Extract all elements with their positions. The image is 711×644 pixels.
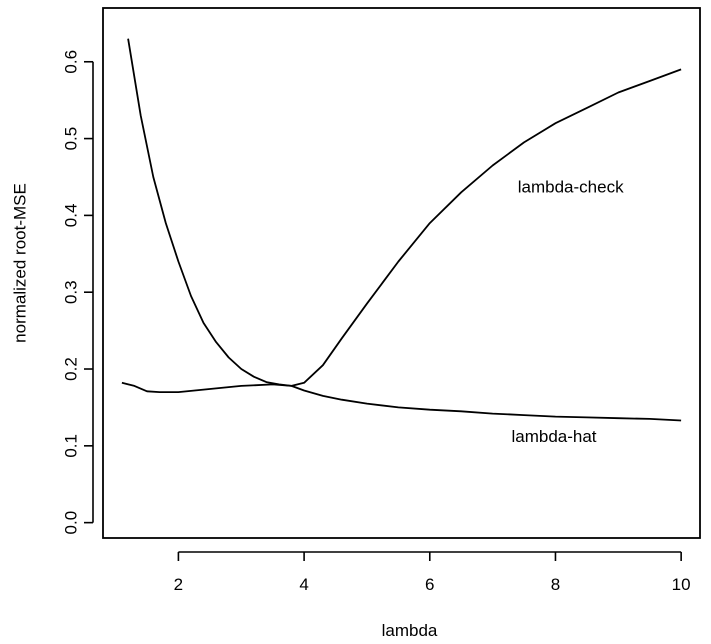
y-axis-title: normalized root-MSE	[11, 183, 30, 343]
series-lines	[121, 38, 682, 422]
axes: 2 4 6 8 10 0.0 0.1 0.2 0.3 0.4 0.5 0.6	[62, 50, 691, 594]
series-label-lambda-hat: lambda-hat	[511, 427, 596, 446]
y-tick-label: 0.2	[62, 357, 81, 381]
plot-box	[102, 7, 701, 539]
y-tick-label: 0.6	[62, 50, 81, 74]
y-tick-label: 0.0	[62, 511, 81, 535]
x-tick-label: 2	[174, 575, 183, 594]
x-axis-title: lambda	[382, 621, 438, 640]
series-line-lambda-check	[127, 38, 682, 387]
y-tick-label: 0.5	[62, 127, 81, 151]
x-tick-label: 8	[551, 575, 560, 594]
y-tick-label: 0.3	[62, 280, 81, 304]
series-labels: lambda-check lambda-hat	[511, 177, 624, 446]
y-tick-label: 0.4	[62, 204, 81, 228]
x-tick-label: 4	[299, 575, 308, 594]
x-tick-label: 10	[672, 575, 691, 594]
y-tick-label: 0.1	[62, 434, 81, 458]
plot-frame	[102, 7, 701, 539]
x-tick-label: 6	[425, 575, 434, 594]
series-line-lambda-hat	[121, 381, 682, 422]
series-label-lambda-check: lambda-check	[518, 177, 624, 196]
